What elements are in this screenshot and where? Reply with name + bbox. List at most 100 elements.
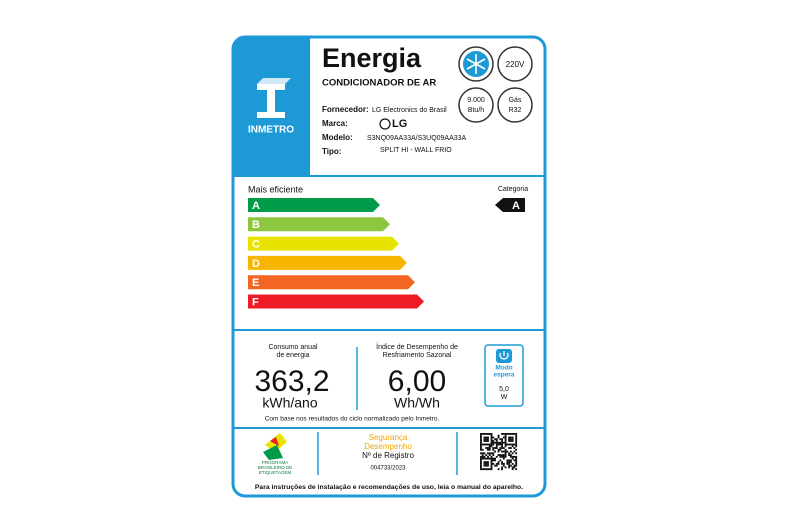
qr-module xyxy=(504,448,507,451)
qr-module xyxy=(488,468,491,471)
qr-module xyxy=(485,447,488,449)
qr-module xyxy=(480,441,482,444)
qr-module xyxy=(513,464,516,467)
qr-module xyxy=(490,455,493,458)
qr-module xyxy=(511,468,514,471)
qr-module xyxy=(501,462,504,465)
qr-module xyxy=(495,443,498,446)
qr-module xyxy=(495,441,498,444)
qr-module xyxy=(492,447,495,449)
qr-module xyxy=(501,447,504,449)
qr-module xyxy=(506,450,509,453)
qr-module xyxy=(485,454,488,457)
class-arrow xyxy=(248,198,380,212)
qr-module xyxy=(515,459,518,462)
qr-module xyxy=(502,457,505,460)
qr-module xyxy=(504,454,507,457)
qr-module xyxy=(490,464,493,467)
qr-module xyxy=(480,445,482,448)
capacity-value: 9.000 xyxy=(467,97,485,104)
qr-module xyxy=(504,434,507,437)
voltage: 220V xyxy=(506,60,525,69)
class-arrow xyxy=(248,236,399,251)
qr-module xyxy=(495,440,498,442)
qr-module xyxy=(509,440,512,442)
qr-module xyxy=(511,443,514,446)
class-arrow xyxy=(248,294,424,309)
qr-module xyxy=(492,443,495,446)
qr-module xyxy=(515,445,518,448)
qr-module xyxy=(508,447,511,449)
qr-module xyxy=(515,452,518,455)
qr-module xyxy=(509,447,512,449)
qr-module xyxy=(497,462,500,465)
program-text: BRASILEIRO DE xyxy=(258,465,293,470)
qr-module xyxy=(480,466,482,469)
qr-module xyxy=(502,454,505,457)
category-arrow xyxy=(495,198,525,212)
field-value: LG xyxy=(392,118,407,130)
qr-module xyxy=(487,452,489,455)
qr-module xyxy=(485,461,488,464)
category-label: Categoria xyxy=(498,186,528,193)
qr-module xyxy=(480,457,482,460)
efficiency-top-label: Mais eficiente xyxy=(248,184,303,194)
qr-module xyxy=(502,436,505,439)
qr-module xyxy=(490,466,493,469)
qr-module xyxy=(495,462,498,465)
standby-unit: W xyxy=(501,394,508,401)
qr-module xyxy=(508,436,511,439)
qr-module xyxy=(485,443,488,446)
metric-unit: Wh/Wh xyxy=(394,395,440,411)
qr-module xyxy=(487,464,489,467)
qr-module xyxy=(487,461,489,464)
qr-module xyxy=(509,459,512,462)
qr-module xyxy=(492,441,495,444)
qr-module xyxy=(504,436,507,439)
qr-module xyxy=(495,438,498,441)
qr-module xyxy=(502,441,505,444)
qr-module xyxy=(513,447,516,449)
class-arrow xyxy=(248,255,407,270)
qr-module xyxy=(511,436,514,439)
class-letter: A xyxy=(252,200,260,212)
qr-module xyxy=(506,459,509,462)
qr-module xyxy=(508,438,511,441)
qr-module xyxy=(511,440,514,442)
qr-module xyxy=(480,459,482,462)
qr-module xyxy=(487,438,489,441)
qr-module xyxy=(515,438,518,441)
qr-module xyxy=(502,462,505,465)
qr-module xyxy=(488,448,491,451)
qr-module xyxy=(497,448,500,451)
qr-module xyxy=(501,441,504,444)
standby-box xyxy=(484,344,524,407)
qr-module xyxy=(485,440,488,442)
qr-module xyxy=(483,462,486,465)
qr-module xyxy=(492,454,495,457)
qr-module xyxy=(501,445,504,448)
qr-module xyxy=(501,461,504,464)
qr-module xyxy=(506,461,509,464)
qr-module xyxy=(492,448,495,451)
qr-module xyxy=(513,459,516,462)
qr-code xyxy=(480,433,518,471)
registry: 004733/2023 xyxy=(370,466,406,472)
qr-module xyxy=(494,447,496,449)
qr-module xyxy=(501,433,504,435)
qr-module xyxy=(480,434,482,437)
brand-logo xyxy=(379,118,391,130)
standby-label: Modo xyxy=(495,365,512,372)
qr-module xyxy=(483,464,486,467)
qr-module xyxy=(485,436,488,439)
metric-label: Consumo anual xyxy=(268,344,317,351)
qr-module xyxy=(480,438,482,441)
qr-module xyxy=(497,454,500,457)
qr-module xyxy=(480,462,482,465)
qr-module xyxy=(497,441,500,444)
power-icon xyxy=(496,349,512,363)
qr-module xyxy=(502,450,505,453)
seal-text: Desempenho xyxy=(364,442,412,451)
qr-module xyxy=(504,443,507,446)
